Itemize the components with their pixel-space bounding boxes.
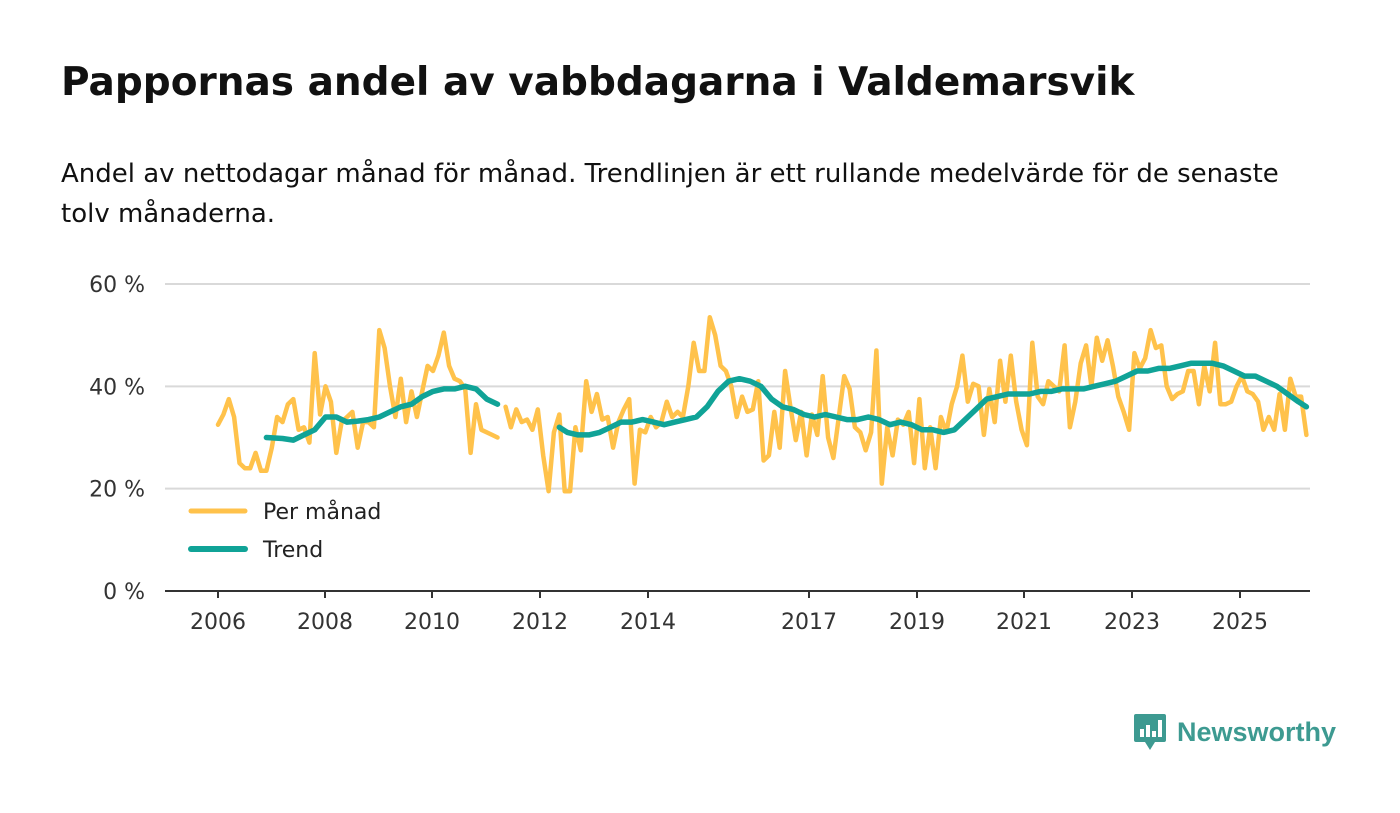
x-tick-label: 2012 <box>512 610 568 635</box>
y-tick-label: 40 % <box>89 375 145 400</box>
chart-title: Pappornas andel av vabbdagarna i Valdema… <box>61 60 1135 105</box>
x-tick-label: 2023 <box>1104 610 1160 635</box>
chart-subtitle: Andel av nettodagar månad för månad. Tre… <box>61 159 1279 229</box>
x-tick-label: 2014 <box>620 610 676 635</box>
grid-layer <box>165 283 1310 490</box>
x-tick-label: 2021 <box>996 610 1052 635</box>
brand-name: Newsworthy <box>1177 716 1337 747</box>
legend-label-monthly: Per månad <box>263 499 381 525</box>
y-axis: 0 % 20 % 40 % 60 % <box>89 273 145 605</box>
x-axis: 2006 2008 2010 2012 2014 2017 2019 2021 2023 2025 <box>165 590 1310 635</box>
x-tick-label: 2017 <box>781 610 837 635</box>
x-tick-label: 2025 <box>1212 610 1268 635</box>
x-tick-label: 2008 <box>297 610 353 635</box>
x-tick-label: 2019 <box>889 610 945 635</box>
legend: Per månad Trend <box>188 499 381 563</box>
series-line-per-manad <box>215 315 1309 494</box>
y-tick-label: 60 % <box>89 273 145 298</box>
y-tick-label: 20 % <box>89 478 145 503</box>
x-tick-label: 2010 <box>404 610 460 635</box>
newsworthy-logo: Newsworthy <box>1133 712 1336 752</box>
y-tick-label: 0 % <box>103 580 145 605</box>
x-tick-label: 2006 <box>190 610 246 635</box>
bar-chart-icon <box>1134 714 1166 750</box>
series-line-trend <box>263 360 1310 443</box>
legend-label-trend: Trend <box>262 538 323 563</box>
series-layer <box>215 315 1310 494</box>
